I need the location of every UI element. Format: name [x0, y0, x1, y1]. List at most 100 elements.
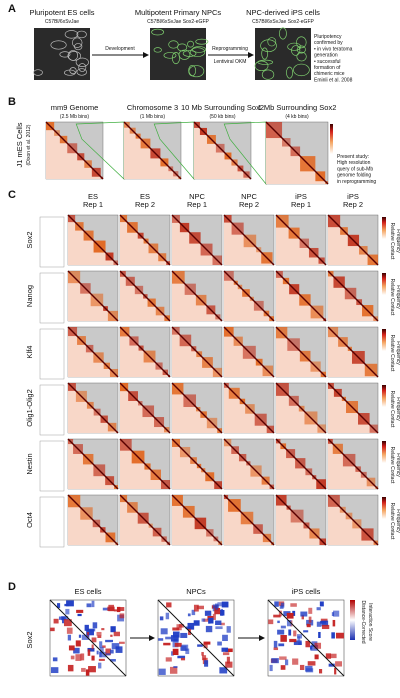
score-cell: [107, 606, 115, 611]
score-cell: [278, 610, 282, 617]
colorbar-label: Frequency: [395, 509, 400, 533]
score-cell: [85, 669, 90, 676]
score-cell: [185, 626, 193, 629]
score-cell: [110, 658, 116, 662]
heatmap-diagonal: [193, 121, 252, 180]
score-cell: [222, 652, 230, 656]
colony: [75, 57, 89, 67]
heatmap-diagonal: [171, 438, 223, 490]
score-cell: [293, 640, 302, 646]
score-cell: [288, 629, 292, 636]
gene-track: [39, 384, 65, 436]
score-cell: [316, 621, 322, 627]
score-cell: [86, 629, 94, 636]
score-cell: [292, 658, 299, 665]
score-cell: [66, 627, 73, 634]
score-cell: [274, 601, 279, 607]
colorbar-label: Relative Contact: [389, 447, 395, 484]
row-label: Nanog: [25, 285, 34, 307]
label: chimeric mice: [314, 71, 345, 77]
score-cell: [222, 634, 228, 642]
score-cell: [102, 607, 110, 611]
score-cell: [335, 632, 344, 639]
score-cell: [70, 655, 75, 660]
heatmap-diagonal: [223, 326, 275, 378]
score-cell: [98, 662, 102, 669]
score-cell: [201, 651, 204, 656]
colorbar: [382, 273, 386, 295]
heatmap-diagonal: [119, 326, 171, 378]
score-cell: [78, 634, 82, 638]
heatmap-diagonal: [275, 326, 327, 378]
colony: [279, 27, 287, 40]
score-cell: [321, 624, 330, 630]
score-cell: [201, 618, 206, 622]
score-cell: [280, 665, 286, 670]
score-cell: [220, 622, 225, 626]
gene-track: [39, 440, 65, 492]
colony: [287, 42, 302, 51]
score-cell: [217, 641, 222, 646]
score-cell: [160, 628, 168, 635]
heatmap-diagonal: [171, 326, 223, 378]
colony: [195, 38, 209, 45]
colony: [296, 36, 307, 49]
score-cell: [96, 650, 99, 655]
colony: [76, 30, 87, 39]
score-cell: [187, 622, 195, 630]
score-cell: [97, 635, 102, 638]
score-cell: [279, 656, 287, 660]
label: C: [8, 189, 16, 201]
score-cell: [99, 647, 104, 654]
colony: [163, 52, 177, 59]
score-cell: [81, 634, 90, 640]
score-cell: [318, 631, 321, 638]
score-cell: [165, 657, 172, 662]
score-cell: [212, 613, 216, 620]
score-cell: [310, 646, 313, 650]
label: 1 Mb Surrounding Sox2: [258, 103, 337, 112]
label: query of sub-Mb: [337, 166, 373, 172]
heatmap-diagonal: [119, 438, 171, 490]
score-cell: [91, 600, 95, 608]
label: generation: [314, 53, 338, 59]
score-cell: [110, 634, 113, 637]
label: High resolution: [337, 160, 371, 166]
score-cell: [91, 655, 95, 661]
score-cell: [203, 618, 212, 622]
colony: [286, 66, 294, 79]
score-cell: [269, 664, 273, 672]
score-cell: [314, 654, 319, 660]
heatmap-diagonal: [223, 494, 275, 546]
score-cell: [215, 626, 223, 630]
score-cell: [159, 616, 164, 621]
score-cell: [331, 612, 335, 617]
score-cell: [84, 624, 89, 631]
label: (50 kb bins): [209, 114, 235, 120]
label: Reprogramming: [212, 46, 248, 52]
score-cell: [88, 666, 96, 673]
score-cell: [111, 643, 120, 650]
row-label: (Dixon et al. 2012): [26, 124, 32, 165]
colony: [153, 47, 162, 53]
label: (2.5 Mb bins): [60, 114, 90, 120]
score-cell: [77, 613, 82, 617]
colony: [291, 45, 301, 56]
score-cell: [226, 656, 230, 664]
score-cell: [193, 620, 200, 626]
score-cell: [86, 632, 90, 638]
heatmap-diagonal: [223, 438, 275, 490]
score-cell: [163, 642, 171, 646]
score-cell: [297, 636, 301, 641]
colony: [59, 51, 71, 58]
score-cell: [273, 640, 278, 648]
gene-track: [39, 496, 65, 548]
score-cell: [273, 614, 281, 618]
score-cell: [169, 666, 178, 674]
heatmap-diagonal: [327, 438, 379, 490]
score-cell: [172, 631, 180, 638]
score-cell: [110, 649, 114, 654]
colorbar-label: Frequency: [395, 285, 400, 309]
colorbar: [350, 600, 355, 640]
colony: [296, 51, 307, 62]
